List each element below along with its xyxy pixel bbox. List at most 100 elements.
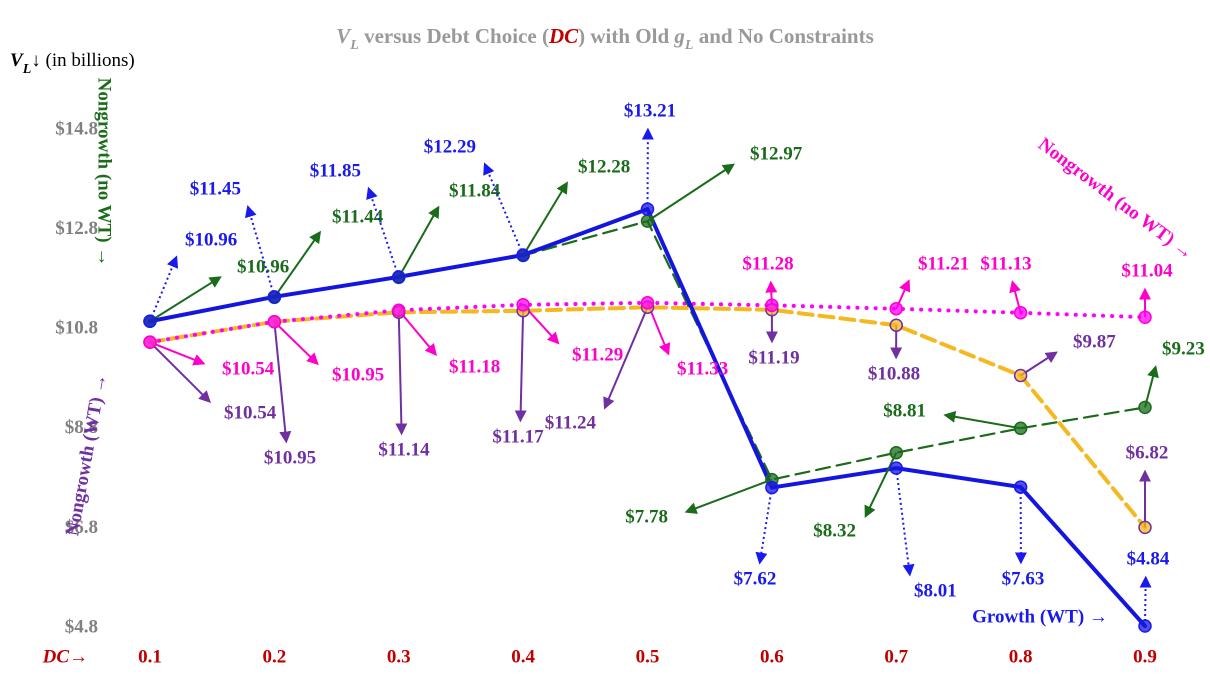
data-label: $10.54 <box>222 358 275 379</box>
x-tick-label: 0.7 <box>884 646 908 667</box>
title-part: g <box>673 24 685 48</box>
chart-title: VL versus Debt Choice (DC) with Old gL a… <box>336 24 874 53</box>
data-point <box>766 482 778 494</box>
data-label: $11.84 <box>449 180 501 201</box>
data-point <box>890 462 902 474</box>
y-tick-label: $14.8 <box>55 118 98 139</box>
label-arrow <box>687 480 772 512</box>
data-point <box>642 203 654 215</box>
label-arrow <box>150 342 209 401</box>
title-part: L <box>349 38 359 53</box>
series-line <box>150 307 1145 527</box>
data-label: $11.24 <box>545 412 597 433</box>
label-arrow <box>1145 578 1146 626</box>
data-point <box>890 303 902 315</box>
data-label: $9.23 <box>1162 338 1205 359</box>
data-point <box>1015 307 1027 319</box>
label-arrow <box>520 311 523 420</box>
data-point <box>393 271 405 283</box>
x-tick-label: 0.2 <box>263 646 287 667</box>
data-point <box>766 299 778 311</box>
data-point <box>1015 481 1027 493</box>
y-tick-label: $12.8 <box>55 218 98 239</box>
data-label: $10.54 <box>224 402 277 423</box>
data-label: $9.87 <box>1073 331 1116 352</box>
label-arrow <box>399 310 436 354</box>
data-point <box>1139 521 1151 533</box>
data-point <box>517 299 529 311</box>
data-label: $7.78 <box>625 506 668 527</box>
title-part: L <box>684 38 694 53</box>
data-point <box>517 249 529 261</box>
data-point <box>144 315 156 327</box>
data-label: $12.28 <box>578 156 630 177</box>
data-point <box>268 291 280 303</box>
data-point <box>268 316 280 328</box>
data-label: $11.45 <box>190 178 241 199</box>
data-point <box>1015 370 1027 382</box>
y-label-part: ↓ (in billions) <box>31 50 134 71</box>
data-label: $10.95 <box>332 364 384 385</box>
label-arrow <box>248 207 274 297</box>
data-label: $11.85 <box>310 160 361 181</box>
label-arrow <box>485 165 523 255</box>
label-arrow <box>896 468 909 574</box>
data-point <box>642 215 654 227</box>
title-part: DC <box>548 24 579 48</box>
data-label: $11.33 <box>677 358 728 379</box>
x-tick-label: 0.6 <box>760 646 784 667</box>
x-tick-label: 0.4 <box>511 646 535 667</box>
label-arrow <box>399 312 402 433</box>
data-label: $10.95 <box>264 447 316 468</box>
data-label: $10.96 <box>237 256 289 277</box>
title-part: and No Constraints <box>693 24 873 48</box>
data-label: $11.13 <box>980 253 1031 274</box>
data-point <box>1139 401 1151 413</box>
x-tick-label: 0.5 <box>636 646 660 667</box>
series-name: Nongrowth (no WT) → <box>1034 134 1197 264</box>
label-arrow <box>523 183 567 255</box>
label-arrow <box>150 342 203 363</box>
label-arrow <box>648 165 733 221</box>
data-label: $11.21 <box>918 253 969 274</box>
y-axis-label: VL↓ (in billions) <box>10 50 135 76</box>
data-label: $10.88 <box>868 363 920 384</box>
data-label: $8.01 <box>914 580 957 601</box>
x-tick-label: 0.9 <box>1133 646 1157 667</box>
y-label-part: L <box>22 62 32 77</box>
series-name: Nongrowth (no WT) → <box>94 78 115 267</box>
data-label: $10.96 <box>185 229 237 250</box>
data-point <box>890 319 902 331</box>
label-arrow <box>150 258 176 322</box>
data-point <box>1015 422 1027 434</box>
data-point <box>1139 311 1151 323</box>
data-label: $8.32 <box>813 520 856 541</box>
data-point <box>642 297 654 309</box>
label-arrow <box>399 208 438 278</box>
data-label: $6.82 <box>1126 442 1169 463</box>
title-part: versus Debt Choice ( <box>359 24 549 48</box>
data-label: $11.28 <box>742 253 793 274</box>
label-arrow <box>369 189 399 277</box>
data-label: $12.97 <box>750 143 803 164</box>
data-label: $4.84 <box>1127 548 1170 569</box>
x-axis-label: DC→ <box>42 646 88 667</box>
data-label: $7.63 <box>1002 568 1045 589</box>
y-tick-label: $4.8 <box>65 616 98 637</box>
x-tick-label: 0.8 <box>1009 646 1033 667</box>
data-label: $11.17 <box>492 426 544 447</box>
x-tick-label: 0.3 <box>387 646 411 667</box>
label-arrow <box>946 415 1021 428</box>
series-name: Growth (WT) → <box>972 606 1108 627</box>
data-label: $7.62 <box>734 568 777 589</box>
data-label: $12.29 <box>424 136 476 157</box>
data-label: $11.04 <box>1121 260 1173 281</box>
label-arrow <box>866 453 896 516</box>
data-point <box>144 336 156 348</box>
data-label: $13.21 <box>624 100 676 121</box>
title-part: ) with Old <box>578 24 674 48</box>
x-tick-label: 0.1 <box>138 646 162 667</box>
data-point <box>1139 620 1151 632</box>
data-label: $8.81 <box>883 400 926 421</box>
data-label: $11.14 <box>378 439 430 460</box>
